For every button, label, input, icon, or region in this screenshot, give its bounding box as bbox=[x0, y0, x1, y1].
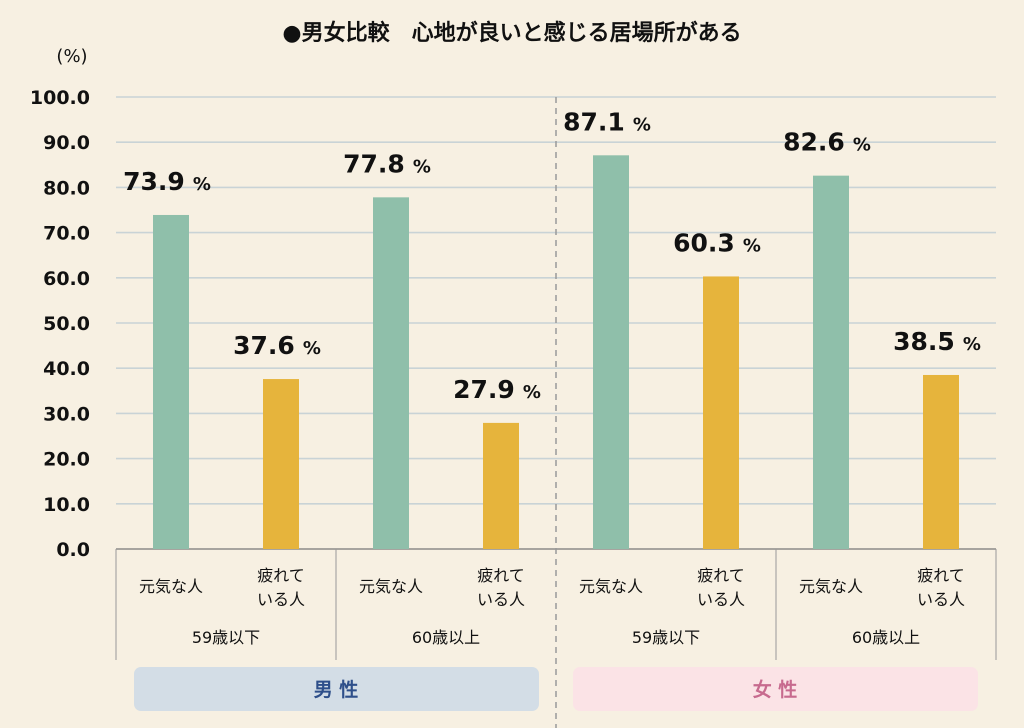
data-label: 60.3% bbox=[673, 228, 761, 257]
y-tick-label: 40.0 bbox=[43, 358, 90, 380]
category-label: 元気な人 bbox=[359, 577, 423, 596]
gender-label-female: 女 性 bbox=[753, 678, 798, 701]
age-group-label: 60歳以上 bbox=[852, 628, 920, 647]
data-label: 73.9% bbox=[123, 167, 211, 196]
data-label: 38.5% bbox=[893, 327, 981, 356]
bars bbox=[153, 155, 959, 550]
category-label: 疲れて bbox=[697, 566, 745, 585]
y-tick-label: 100.0 bbox=[30, 87, 90, 109]
y-tick-label: 20.0 bbox=[43, 449, 90, 471]
category-label: 元気な人 bbox=[139, 577, 203, 596]
bar-genki bbox=[373, 197, 409, 549]
data-labels: 73.9 % 37.6 % 77.8 % 27.9 % 87.1 % 60.3 % 82.6 % 38.5% bbox=[123, 107, 981, 404]
y-tick-label: 60.0 bbox=[43, 268, 90, 290]
y-tick-label: 0.0 bbox=[56, 539, 90, 561]
y-axis-unit: (%) bbox=[56, 46, 87, 67]
y-axis-ticks: 0.0 10.0 20.0 30.0 40.0 50.0 60.0 70.0 80.0 90.0 1… bbox=[30, 87, 90, 561]
age-group-label: 60歳以上 bbox=[412, 628, 480, 647]
category-label: いる人 bbox=[257, 590, 305, 609]
bar-tired bbox=[923, 374, 959, 549]
age-group-label: 59歳以下 bbox=[192, 628, 260, 647]
bar-genki bbox=[813, 175, 849, 549]
bar-tired bbox=[263, 379, 299, 549]
category-label: 疲れて bbox=[477, 566, 525, 585]
category-label: 疲れて bbox=[257, 566, 305, 585]
category-label: 元気な人 bbox=[799, 577, 863, 596]
bar-tired bbox=[483, 422, 519, 549]
gender-label-male: 男 性 bbox=[314, 678, 359, 701]
y-tick-label: 70.0 bbox=[43, 223, 90, 245]
category-label: いる人 bbox=[697, 590, 745, 609]
gender-bands: 男 性女 性 bbox=[134, 667, 978, 711]
y-tick-label: 80.0 bbox=[43, 177, 90, 199]
category-label: いる人 bbox=[917, 590, 965, 609]
category-label: いる人 bbox=[477, 590, 525, 609]
data-label: 77.8% bbox=[343, 149, 431, 178]
category-label: 元気な人 bbox=[579, 577, 643, 596]
male-band bbox=[134, 667, 539, 711]
data-label: 37.6% bbox=[233, 331, 321, 360]
y-tick-label: 50.0 bbox=[43, 313, 90, 335]
data-label: 87.1% bbox=[563, 107, 651, 136]
age-group-label: 59歳以下 bbox=[632, 628, 700, 647]
y-tick-label: 10.0 bbox=[43, 494, 90, 516]
y-tick-label: 90.0 bbox=[43, 132, 90, 154]
bar-genki bbox=[593, 155, 629, 550]
data-label: 27.9% bbox=[453, 375, 541, 404]
bar-tired bbox=[703, 276, 739, 549]
data-label: 82.6% bbox=[783, 128, 871, 157]
grid-lines bbox=[116, 96, 996, 728]
y-tick-label: 30.0 bbox=[43, 403, 90, 425]
category-label: 疲れて bbox=[917, 566, 965, 585]
female-band bbox=[573, 667, 978, 711]
bar-genki bbox=[153, 214, 189, 550]
chart-title: ●男女比較 心地が良いと感じる居場所がある bbox=[282, 20, 741, 46]
